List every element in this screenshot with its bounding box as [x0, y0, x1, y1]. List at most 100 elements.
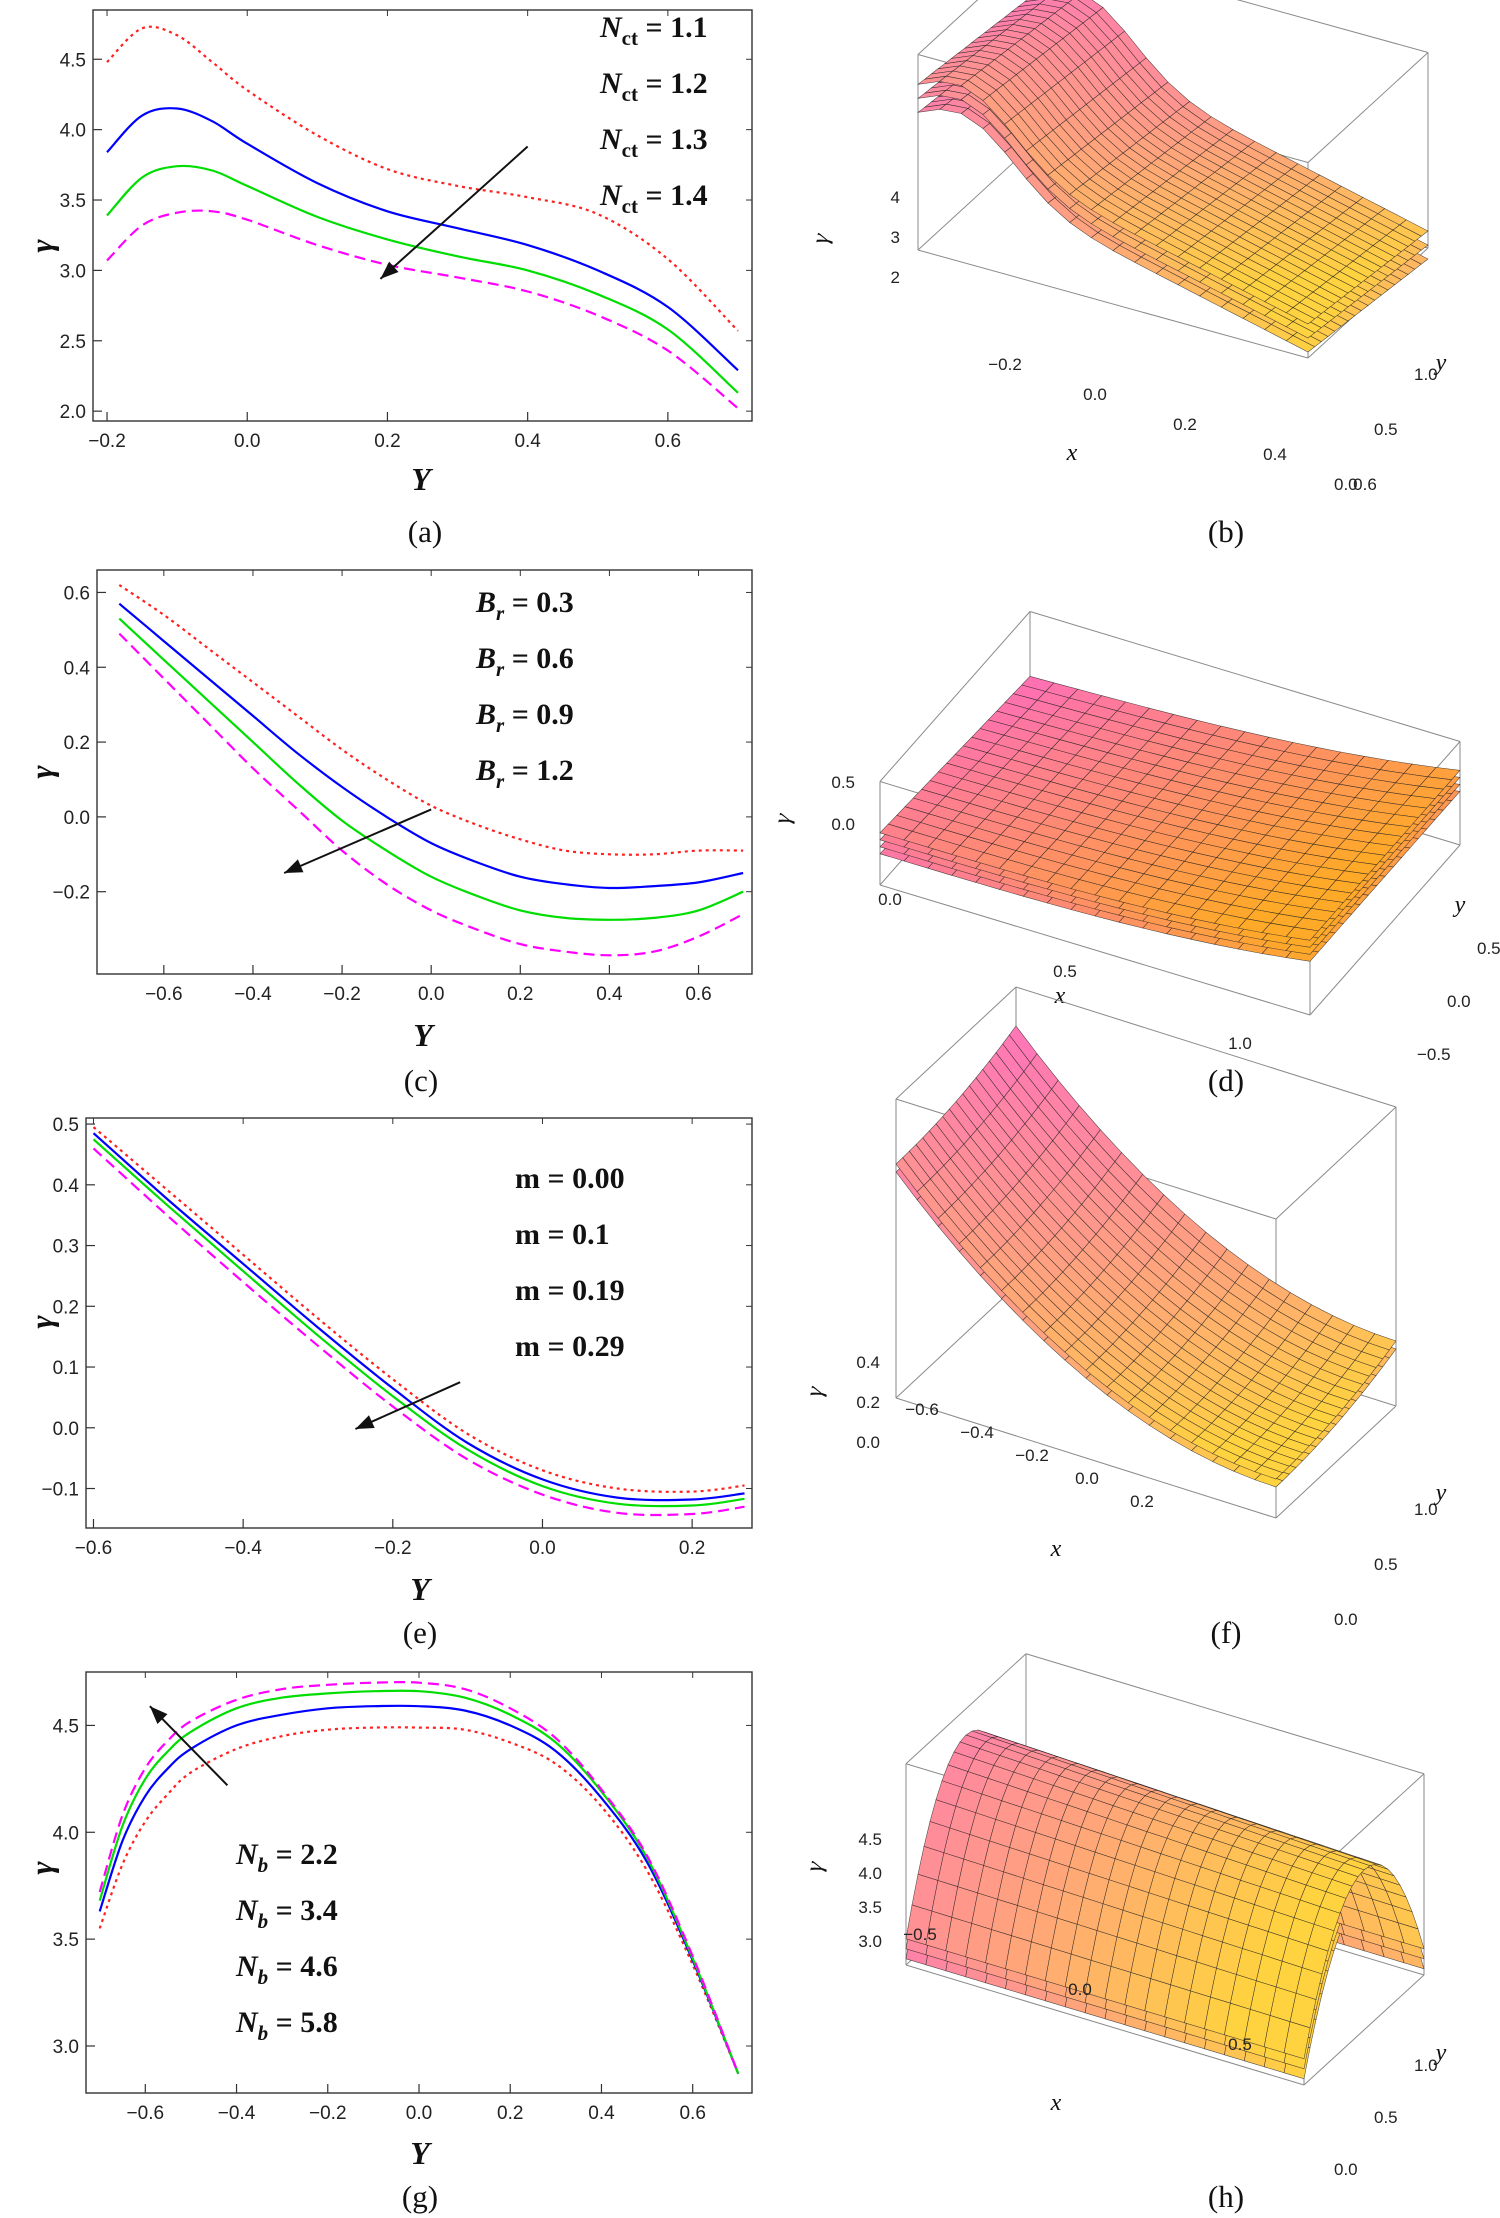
x-tick-label: 0.5 — [1053, 962, 1077, 981]
y-tick-label: 1.0 — [1414, 365, 1438, 384]
x-tick-label: 0.0 — [529, 1538, 555, 1559]
y-tick-label: 0.2 — [64, 733, 90, 754]
x-tick-label: 0.4 — [514, 431, 541, 452]
z-axis-label: γ — [807, 231, 834, 245]
x-tick-label: −0.2 — [88, 431, 126, 452]
legend-label-1: Nb = 2.2 — [235, 1838, 338, 1877]
y-axis-label: γ — [23, 1315, 59, 1329]
z-tick-label: 3 — [891, 228, 900, 247]
surface-layer-1 — [905, 1729, 1425, 2060]
x-tick-label: 0.2 — [1130, 1492, 1154, 1511]
x-axis-label: x — [1050, 2090, 1062, 2116]
y-tick-label: 3.0 — [60, 261, 86, 282]
legend-label-1: m = 0.00 — [515, 1162, 625, 1195]
surface-patch — [1285, 307, 1316, 325]
panel-h: −0.5 0.0 0.5 0.0 0.5 1.0 3.0 3.5 4.0 4.5 x y γ (h) — [801, 1653, 1447, 2214]
x-tick-label: −0.6 — [905, 1400, 939, 1419]
panel-d: 0.0 0.5 1.0 −0.5 0.0 0.5 0.0 0.5 x y γ (d) — [769, 611, 1500, 1098]
legend-label-4: Br = 1.2 — [475, 754, 574, 793]
y-tick-label: −0.5 — [1417, 1045, 1451, 1064]
surface-plots: −0.20.00.20.40.60.00.51.0234xyγ(b)0.00.5… — [769, 0, 1500, 2214]
y-tick-label: 0.0 — [1334, 1610, 1358, 1629]
bounding-box-edge — [1275, 1405, 1397, 1519]
legend-label-1: Nct = 1.1 — [599, 11, 708, 50]
x-tick-label: −0.6 — [145, 984, 183, 1005]
trend-arrow — [354, 1381, 461, 1430]
x-tick-label: 0.6 — [685, 984, 711, 1005]
x-tick-label: −0.4 — [218, 2103, 256, 2124]
panel-caption: (h) — [1208, 2179, 1244, 2214]
y-tick-label: 0.1 — [53, 1358, 79, 1379]
y-tick-label: 0.5 — [53, 1115, 79, 1136]
x-axis-label: x — [1066, 440, 1078, 466]
y-tick-label: 0.4 — [64, 658, 91, 679]
bounding-box-edge — [895, 986, 1017, 1100]
z-tick-label: 3.5 — [858, 1898, 882, 1917]
y-tick-label: 0.0 — [64, 808, 90, 829]
series-line-2 — [118, 602, 744, 890]
x-tick-label: 0.2 — [679, 1538, 705, 1559]
x-tick-label: −0.6 — [127, 2103, 165, 2124]
z-tick-label: 0.0 — [856, 1433, 880, 1452]
bounding-box-edge — [1029, 611, 1461, 742]
bounding-box-edge — [1307, 52, 1429, 163]
bounding-box-edge — [895, 1285, 1017, 1399]
y-tick-label: 0.4 — [53, 1176, 80, 1197]
series-line-3 — [106, 164, 739, 394]
y-tick-label: 0.0 — [1334, 2160, 1358, 2179]
panel-caption: (b) — [1208, 514, 1244, 549]
series-line-4 — [106, 209, 739, 410]
panel-caption: (e) — [403, 1615, 437, 1650]
surface-layer-1 — [879, 675, 1461, 941]
x-tick-label: 0.2 — [1173, 415, 1197, 434]
x-tick-label: −0.4 — [234, 984, 272, 1005]
x-tick-label: −0.2 — [988, 355, 1022, 374]
x-tick-label: 0.6 — [679, 2103, 705, 2124]
y-axis-label: y — [1434, 2040, 1447, 2066]
x-tick-label: 0.4 — [588, 2103, 615, 2124]
z-axis-label: γ — [801, 1859, 828, 1873]
y-tick-label: 3.5 — [60, 191, 86, 212]
legend-label-2: Nb = 3.4 — [235, 1894, 338, 1933]
panel-a: −0.2 0.0 0.2 0.4 0.6 2.0 2.5 3.0 3.5 4.0 4.5 Nct = … — [23, 9, 753, 549]
x-tick-label: −0.2 — [309, 2103, 347, 2124]
legend-label-4: Nb = 5.8 — [235, 2006, 338, 2045]
z-tick-label: 4 — [891, 188, 900, 207]
y-tick-label: 1.0 — [1414, 1500, 1438, 1519]
x-tick-label: −0.4 — [960, 1423, 994, 1442]
bounding-box-edge — [1025, 1653, 1425, 1775]
z-tick-label: 0.2 — [856, 1393, 880, 1412]
bounding-box-edge — [1309, 844, 1461, 1016]
x-axis-label: Y — [410, 1571, 432, 1607]
x-tick-label: −0.2 — [323, 984, 361, 1005]
y-tick-label: 0.5 — [1374, 1555, 1398, 1574]
panel-g: −0.6 −0.4 −0.2 0.0 0.2 0.4 0.6 3.0 3.5 4.0 4.5 Nb =… — [23, 1671, 753, 2214]
trend-arrow-head — [380, 261, 399, 279]
legend-label-2: Br = 0.6 — [475, 642, 574, 681]
x-tick-label: 0.0 — [878, 890, 902, 909]
y-tick-label: 2.5 — [60, 332, 86, 353]
y-tick-label: 4.5 — [53, 1716, 79, 1737]
bounding-box-edge — [895, 1397, 1277, 1519]
bounding-box-edge — [917, 249, 1309, 359]
y-tick-label: 2.0 — [60, 402, 86, 423]
x-tick-label: 0.0 — [418, 984, 444, 1005]
panel-f: −0.6 −0.4 −0.2 0.0 0.2 0.0 0.5 1.0 0.0 0.2 0.4 x y γ (… — [801, 986, 1447, 1650]
x-tick-label: 0.0 — [1068, 1980, 1092, 1999]
x-tick-label: 0.2 — [374, 431, 400, 452]
x-axis-label: x — [1054, 983, 1066, 1009]
series-line-3 — [92, 1138, 745, 1508]
trend-arrow — [379, 145, 529, 280]
y-tick-label: 0.6 — [64, 583, 90, 604]
bounding-box-edge — [1275, 1106, 1397, 1220]
x-tick-label: −0.6 — [75, 1538, 113, 1559]
z-tick-label: 0.0 — [831, 815, 855, 834]
legend-label-2: Nct = 1.2 — [599, 67, 708, 106]
x-tick-label: 0.4 — [596, 984, 623, 1005]
y-tick-label: 0.5 — [1374, 420, 1398, 439]
series-line-2 — [106, 107, 739, 372]
y-tick-label: 0.0 — [1334, 475, 1358, 494]
y-axis-label: y — [1453, 892, 1466, 918]
y-tick-label: −0.2 — [52, 883, 90, 904]
bounding-box-edge — [917, 0, 979, 55]
